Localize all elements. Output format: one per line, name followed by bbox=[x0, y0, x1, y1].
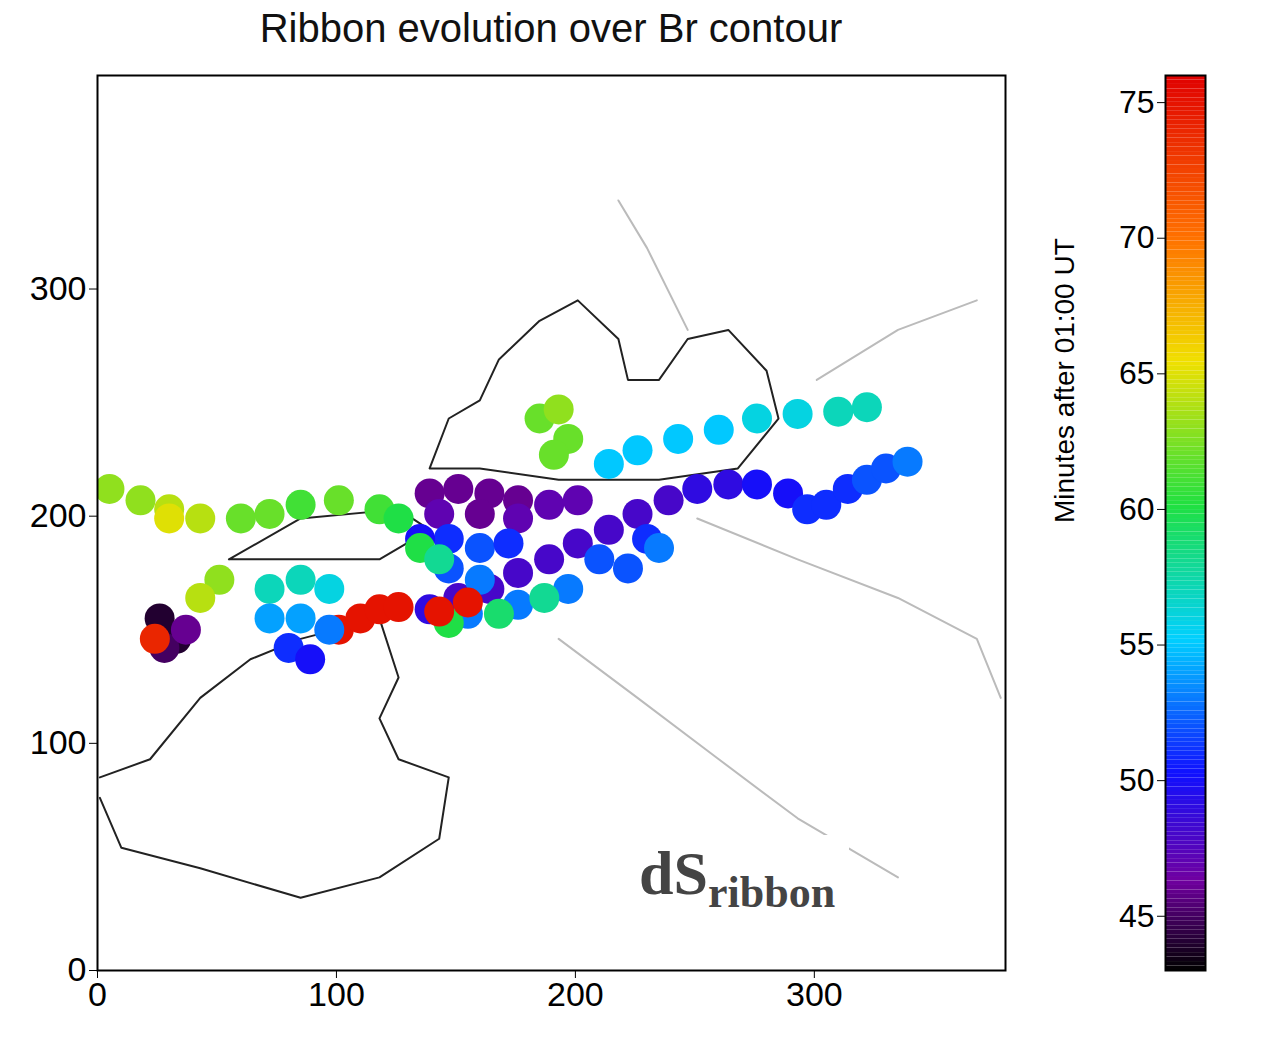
svg-text:200: 200 bbox=[547, 975, 604, 1013]
svg-text:100: 100 bbox=[308, 975, 365, 1013]
svg-text:70: 70 bbox=[1119, 219, 1155, 255]
svg-text:55: 55 bbox=[1119, 626, 1155, 662]
svg-text:100: 100 bbox=[30, 723, 87, 761]
svg-text:300: 300 bbox=[30, 269, 87, 307]
svg-text:300: 300 bbox=[786, 975, 843, 1013]
svg-text:0: 0 bbox=[88, 975, 107, 1013]
html-text:Ribbon evolution over Br conto: Ribbon evolution over Br contour bbox=[259, 6, 843, 50]
svg-text:200: 200 bbox=[30, 496, 87, 534]
svg-text:Minutes after 01:00 UT: Minutes after 01:00 UT bbox=[1049, 238, 1080, 523]
svg-text:75: 75 bbox=[1119, 84, 1155, 120]
svg-text:65: 65 bbox=[1119, 355, 1155, 391]
svg-text:45: 45 bbox=[1119, 897, 1155, 933]
svg-text:50: 50 bbox=[1119, 762, 1155, 798]
svg-text:60: 60 bbox=[1119, 491, 1155, 527]
svg-text:0: 0 bbox=[68, 950, 87, 988]
html-text:dSribbon: dSribbon bbox=[639, 839, 836, 918]
